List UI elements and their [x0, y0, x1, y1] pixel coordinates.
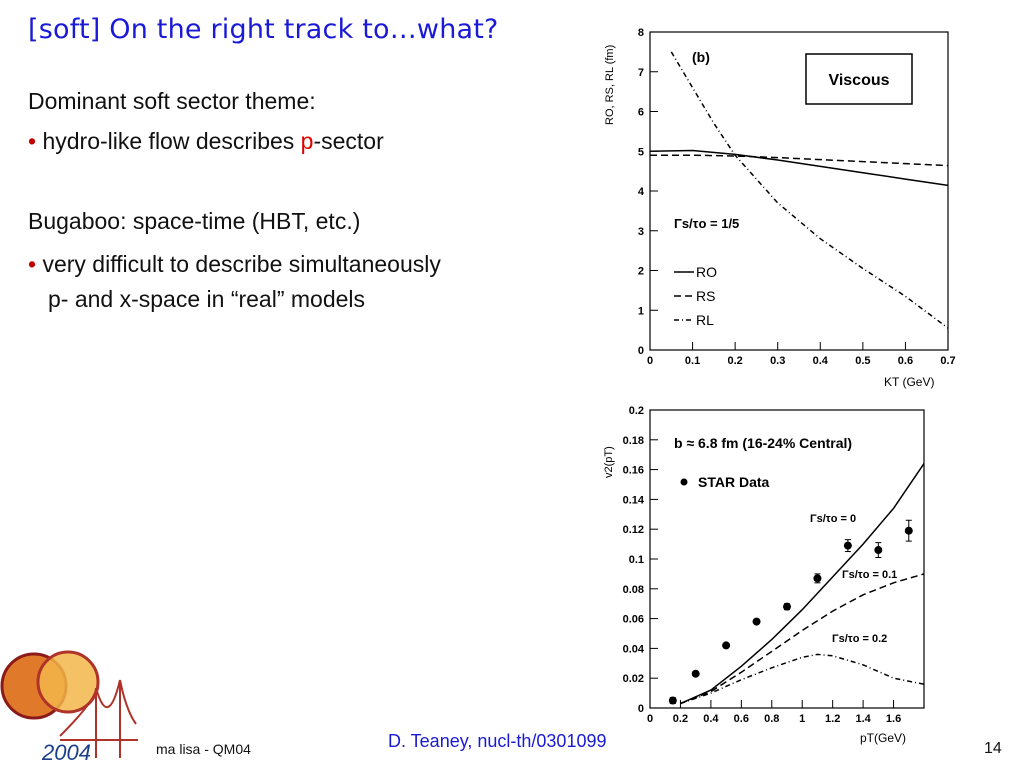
top-ytick-label: 8: [638, 27, 644, 39]
top-xtick-label: 0.5: [855, 355, 870, 367]
data-point: [904, 526, 913, 535]
bot-xtick-label: 0.6: [734, 713, 749, 725]
top-xlabel: KT (GeV): [884, 375, 934, 389]
top-xtick-label: 0.7: [940, 355, 955, 367]
top-xtick-label: 0: [647, 355, 653, 367]
top-ytick-label: 1: [638, 305, 644, 317]
p-symbol: p: [300, 128, 314, 154]
top-legend-label: RL: [696, 312, 714, 328]
top-ylabel: RO, RS, RL (fm): [604, 45, 616, 125]
logo-year: 2004: [41, 740, 91, 765]
top-ytick-label: 7: [638, 67, 644, 79]
bot-series-2: [680, 653, 925, 705]
bot-series-0: [680, 463, 925, 705]
hbt-radii-chart: 0 0.1 0.2 0.3 0.4 0.5 0.6 0.7 0 1 2 3 4 5 6 7 8 (b) Viscou…: [604, 27, 956, 389]
top-ytick-label: 2: [638, 266, 644, 278]
top-ytick-label: 0: [638, 345, 644, 357]
top-ytick-label: 5: [638, 146, 644, 158]
bot-xtick-label: 1: [799, 713, 805, 725]
top-ytick-label: 6: [638, 107, 644, 119]
theme-heading: Dominant soft sector theme:: [28, 88, 316, 114]
viscous-label: Viscous: [828, 72, 889, 89]
bot-xtick-label: 0.2: [673, 713, 688, 725]
bullet-marker: •: [28, 251, 37, 277]
footer-author: ma lisa - QM04: [156, 741, 251, 757]
bot-ytick-label: 0.2: [629, 405, 644, 417]
bullet-hydro-text: hydro-like flow describes: [42, 128, 301, 154]
top-annotation: Γs/τo = 1/5: [674, 216, 739, 231]
v2-chart: 0 0.2 0.4 0.6 0.8 1 1.2 1.4 1.6 0 0.02 0.04 0.06 0.08…: [603, 405, 925, 745]
bot-ytick-label: 0.18: [623, 435, 644, 447]
bullet-hydro-suffix: -sector: [313, 128, 384, 154]
bullet-marker: •: [28, 128, 37, 154]
curve-label: Γs/τo = 0.1: [842, 569, 897, 581]
bugaboo-heading: Bugaboo: space-time (HBT, etc.): [28, 208, 361, 234]
top-xtick-label: 0.3: [770, 355, 785, 367]
top-plot-frame: [649, 31, 949, 351]
bot-ytick-label: 0: [638, 703, 644, 715]
citation: D. Teaney, nucl-th/0301099: [388, 731, 607, 751]
curve-label: Γs/τo = 0: [810, 513, 856, 525]
top-xtick-label: 0.4: [813, 355, 829, 367]
top-panel-label: (b): [692, 49, 710, 65]
bot-xtick-label: 0.8: [764, 713, 779, 725]
top-ytick-label: 3: [638, 226, 644, 238]
bot-xtick-label: 1.6: [886, 713, 901, 725]
bot-series-1: [680, 573, 925, 705]
top-xtick-label: 0.1: [685, 355, 700, 367]
top-ytick-label: 4: [638, 186, 645, 198]
bot-ytick-label: 0.02: [623, 673, 644, 685]
legend-marker: [680, 478, 688, 486]
data-point: [843, 541, 852, 550]
top-legend-label: RO: [696, 264, 717, 280]
bot-ytick-label: 0.04: [623, 643, 645, 655]
logo-circle-right: [36, 650, 100, 714]
bullet-difficult-line2: p- and x-space in “real” models: [48, 286, 366, 312]
data-point: [874, 546, 883, 555]
bridge-icon: [59, 679, 138, 758]
top-xtick-label: 0.6: [898, 355, 913, 367]
data-point: [813, 574, 822, 583]
viscous-box: [805, 53, 913, 105]
slide-title: [soft] On the right track to…what?: [28, 14, 499, 45]
legend-label: STAR Data: [698, 474, 770, 490]
bot-xtick-label: 0.4: [703, 713, 719, 725]
top-series-RO: [649, 149, 949, 187]
bot-ylabel: v2(pT): [603, 446, 615, 478]
bullet-difficult-text: very difficult to describe simultaneousl…: [42, 251, 441, 277]
data-point: [783, 602, 791, 611]
bullet-difficult: • very difficult to describe simultaneou…: [28, 251, 441, 278]
bot-ytick-label: 0.08: [623, 584, 644, 596]
bot-annotation: b ≈ 6.8 fm (16-24% Central): [674, 435, 852, 451]
bot-ytick-label: 0.16: [623, 465, 644, 477]
bot-ytick-label: 0.14: [623, 494, 645, 506]
data-point: [691, 669, 700, 678]
data-point: [668, 696, 677, 705]
page-number: 14: [984, 740, 1002, 757]
bot-ytick-label: 0.06: [623, 614, 644, 626]
bot-xtick-label: 1.2: [825, 713, 840, 725]
bot-ytick-label: 0.12: [623, 524, 644, 536]
qm04-logo: 2004: [0, 650, 138, 765]
data-point: [722, 641, 731, 650]
bot-xtick-label: 0: [647, 713, 653, 725]
top-legend-label: RS: [696, 288, 715, 304]
bot-xlabel: pT(GeV): [860, 731, 906, 745]
curve-label: Γs/τo = 0.2: [832, 633, 887, 645]
bullet-hydro: • hydro-like flow describes p-sector: [28, 128, 384, 155]
data-point: [752, 617, 761, 626]
bot-ytick-label: 0.1: [629, 554, 644, 566]
bot-plot-frame: [649, 409, 925, 709]
bot-xtick-label: 1.4: [855, 713, 871, 725]
top-xtick-label: 0.2: [727, 355, 742, 367]
top-series-RS: [650, 154, 949, 167]
top-series-RL: [670, 51, 949, 329]
